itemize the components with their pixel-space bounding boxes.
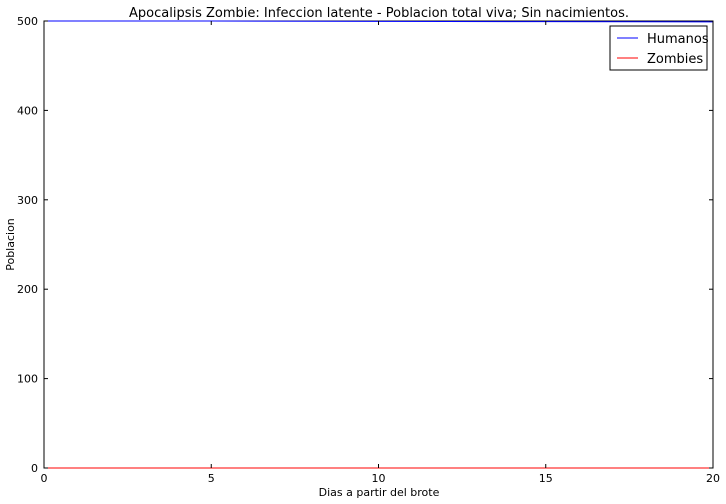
legend-box	[609, 25, 708, 71]
y-tick-label: 0	[31, 462, 38, 475]
x-tick-label: 15	[539, 472, 553, 485]
chart-title: Apocalipsis Zombie: Infeccion latente - …	[129, 6, 629, 21]
x-tick-label: 20	[706, 472, 720, 485]
legend: Humanos Zombies	[609, 25, 709, 71]
x-axis-label: Dias a partir del brote	[319, 486, 440, 499]
x-tick-label: 10	[372, 472, 386, 485]
y-axis-label: Poblacion	[4, 218, 17, 271]
x-tick-label: 5	[208, 472, 215, 485]
x-tick-label: 0	[41, 472, 48, 485]
plot-area	[43, 20, 714, 469]
y-tick-label: 300	[17, 194, 38, 207]
legend-label-zombies: Zombies	[647, 52, 703, 67]
y-tick-label: 400	[17, 104, 38, 117]
legend-label-humanos: Humanos	[647, 32, 709, 47]
y-tick-label: 500	[17, 15, 38, 28]
y-tick-label: 100	[17, 373, 38, 386]
y-tick-label: 200	[17, 283, 38, 296]
